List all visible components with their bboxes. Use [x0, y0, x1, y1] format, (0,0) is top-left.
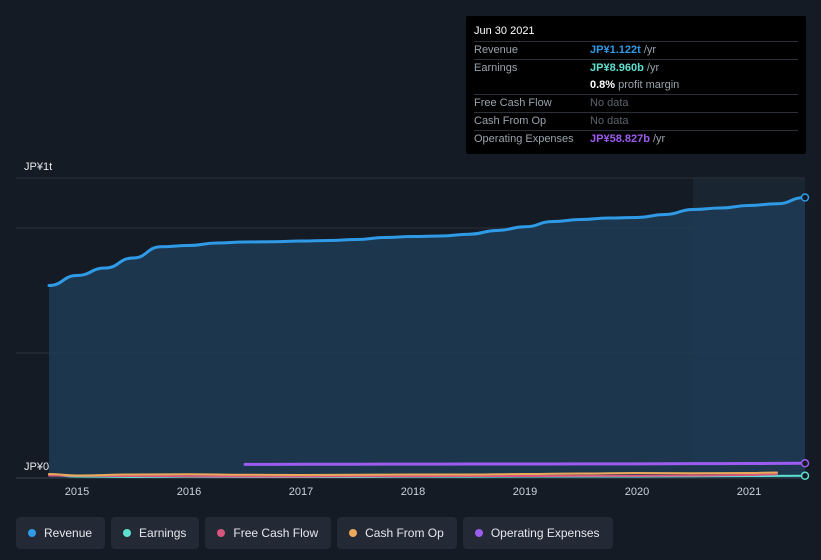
legend-item-cash-from-op[interactable]: Cash From Op — [337, 517, 457, 549]
revenue-endpoint — [800, 193, 810, 202]
x-tick-label: 2016 — [177, 486, 201, 498]
tooltip-row-value: No data — [590, 115, 629, 127]
tooltip-row-label: Operating Expenses — [474, 133, 574, 145]
legend-dot-icon — [474, 529, 483, 537]
tooltip-row-label: Free Cash Flow — [474, 97, 552, 109]
legend-dot-icon — [217, 529, 226, 537]
tooltip-row: Earnings JP¥8.960b /yr — [474, 59, 798, 77]
legend-label: Operating Expenses — [490, 526, 600, 540]
data-tooltip: Jun 30 2021 Revenue JP¥1.122t /yr Earnings… — [466, 16, 806, 154]
tooltip-row-label — [474, 77, 590, 94]
x-tick-label: 2015 — [65, 486, 89, 498]
chart-area: JP¥1t JP¥0 2015 2016 2017 2018 2019 2020 2021 — [16, 161, 810, 498]
tooltip-row: 0.8% profit margin — [474, 77, 798, 94]
legend-dot-icon — [123, 529, 132, 537]
revenue-line — [47, 196, 807, 287]
tooltip-row-value: 0.8% profit margin — [590, 79, 680, 91]
x-tick-label: 2018 — [401, 486, 425, 498]
y-tick-label: JP¥1t — [24, 161, 52, 173]
legend-label: Earnings — [139, 526, 187, 540]
y-tick-label: JP¥0 — [24, 461, 49, 473]
tooltip-row-value: JP¥8.960b /yr — [590, 62, 660, 74]
tooltip-row-value: No data — [590, 97, 629, 109]
legend-item-operating-expenses[interactable]: Operating Expenses — [462, 517, 613, 549]
legend-item-earnings[interactable]: Earnings — [111, 517, 200, 549]
x-tick-label: 2021 — [737, 486, 761, 498]
legend-label: Revenue — [44, 526, 93, 540]
tooltip-row: Free Cash Flow No data — [474, 94, 798, 112]
tooltip-row-value: JP¥58.827b /yr — [590, 133, 666, 145]
tooltip-row: Revenue JP¥1.122t /yr — [474, 41, 798, 59]
legend-item-revenue[interactable]: Revenue — [16, 517, 106, 549]
revenue-area — [49, 197, 805, 478]
tooltip-row-value: JP¥1.122t /yr — [590, 44, 657, 56]
x-tick-label: 2020 — [625, 486, 649, 498]
cash-from-op-line — [48, 471, 778, 477]
legend-dot-icon — [28, 529, 36, 537]
legend-label: Cash From Op — [365, 526, 444, 540]
tooltip-date: Jun 30 2021 — [474, 25, 535, 37]
tooltip-row-label: Revenue — [474, 44, 519, 56]
free-cash-flow-line — [48, 473, 778, 478]
legend-dot-icon — [349, 529, 358, 537]
tooltip-row: Operating Expenses JP¥58.827b /yr — [474, 130, 798, 148]
tooltip-row-label: Earnings — [474, 62, 518, 74]
x-tick-label: 2019 — [513, 486, 537, 498]
operating-expenses-endpoint — [800, 459, 810, 468]
chart-legend: Revenue Earnings Free Cash Flow Cash From O… — [16, 517, 613, 549]
tooltip-row-label: Cash From Op — [474, 115, 547, 127]
legend-label: Free Cash Flow — [233, 526, 319, 540]
operating-expenses-line — [243, 461, 807, 466]
x-tick-label: 2017 — [289, 486, 313, 498]
earnings-endpoint — [800, 471, 810, 481]
tooltip-row: Cash From Op No data — [474, 112, 798, 130]
legend-item-free-cash-flow[interactable]: Free Cash Flow — [205, 517, 332, 549]
